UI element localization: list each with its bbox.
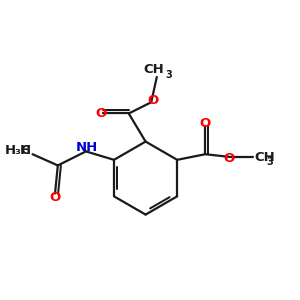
Text: CH: CH	[144, 64, 164, 76]
Text: H: H	[20, 143, 31, 157]
Text: 3: 3	[166, 70, 172, 80]
Text: O: O	[200, 117, 211, 130]
Text: O: O	[50, 191, 61, 204]
Text: CH: CH	[254, 151, 275, 164]
Text: O: O	[224, 152, 235, 165]
Text: NH: NH	[76, 141, 98, 154]
Text: O: O	[147, 94, 158, 106]
Text: H₃C: H₃C	[4, 143, 31, 157]
Text: 3: 3	[266, 157, 273, 167]
Text: O: O	[95, 107, 106, 120]
